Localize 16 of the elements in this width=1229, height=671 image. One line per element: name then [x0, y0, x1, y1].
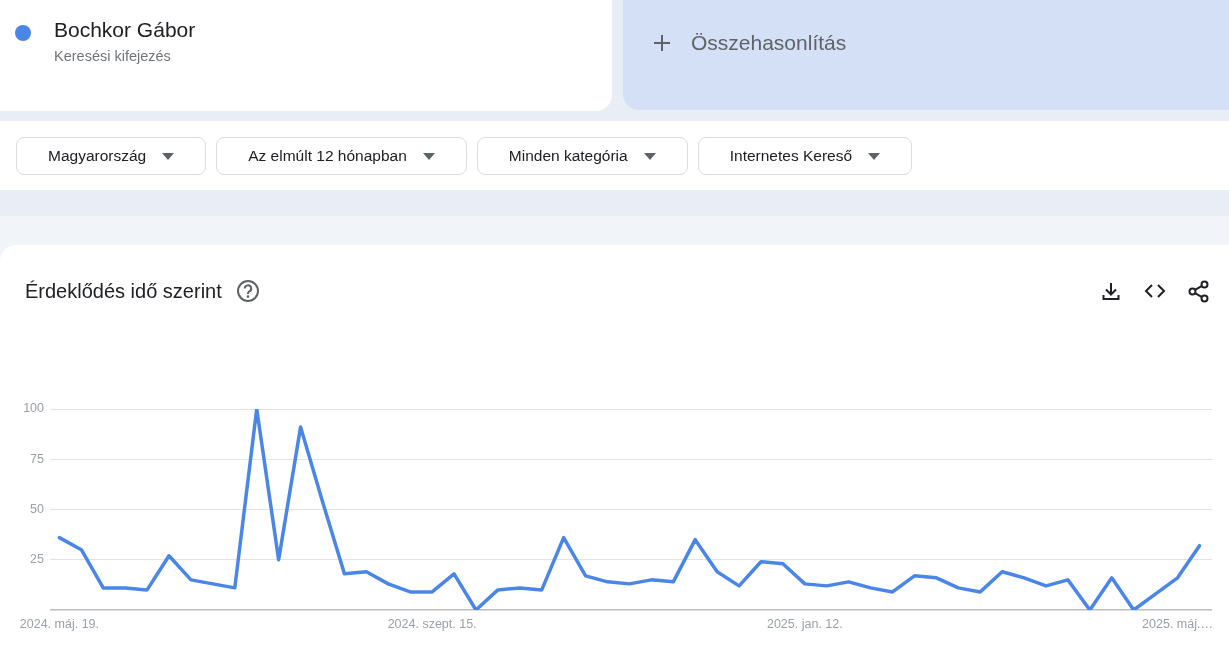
x-tick-label: 2025. máj.… — [1142, 616, 1213, 631]
y-tick-label: 100 — [23, 401, 45, 416]
y-tick-label: 75 — [30, 451, 45, 466]
text: Összehasonlítás — [691, 31, 847, 55]
legend-label: Bochkor Gábor — [54, 17, 196, 43]
x-tick-label: 2024. szept. 15. — [387, 616, 477, 631]
x-tick-label: 2024. máj. 19. — [19, 616, 100, 631]
y-tick-label: 50 — [30, 501, 45, 516]
chart-title: Érdeklődés idő szerint — [25, 279, 222, 303]
x-tick-label: 2025. jan. 12. — [766, 616, 843, 631]
text: Minden kategória — [508, 147, 628, 165]
text: Keresési kifejezés — [54, 48, 172, 64]
text: Magyarország — [48, 147, 147, 165]
y-tick-label: 25 — [30, 552, 45, 567]
text: Az elmúlt 12 hónapban — [248, 147, 407, 165]
text: Internetes Kereső — [729, 147, 853, 165]
